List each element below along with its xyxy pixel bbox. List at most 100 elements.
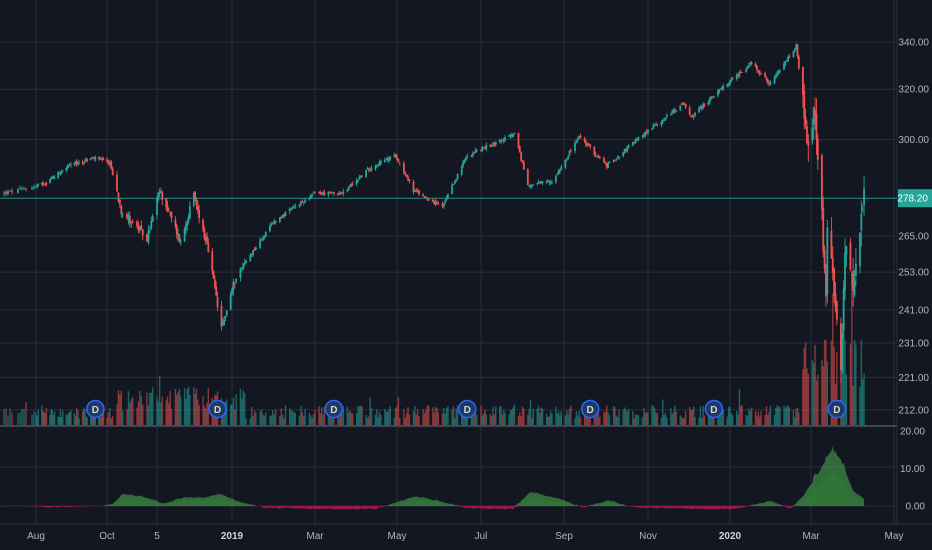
candle-body (481, 146, 484, 151)
candle-body (44, 183, 47, 185)
volume-bar (759, 416, 761, 426)
candle-body (245, 260, 247, 264)
candle-body (188, 206, 191, 219)
volume-bar (481, 415, 484, 426)
volume-bar (583, 415, 586, 426)
volume-bar (444, 413, 446, 426)
candle-body (366, 168, 369, 170)
volume-bar (346, 406, 348, 426)
dividend-marker[interactable]: D (704, 399, 724, 419)
dividend-marker[interactable]: D (208, 399, 227, 419)
candle-body (806, 126, 808, 143)
volume-bar (462, 409, 464, 426)
candle-body (530, 184, 533, 187)
volume-bar (503, 409, 505, 426)
indicator-axis[interactable]: 20.00 10.00 0.00 (900, 427, 925, 513)
candle-body (89, 158, 92, 161)
candle-body (77, 162, 79, 164)
candle-body (671, 111, 674, 114)
candle-body (385, 158, 388, 160)
volume-bar (670, 408, 672, 426)
indicator-pane (4, 445, 865, 510)
volume-bar (476, 414, 478, 426)
volume-bar (136, 407, 138, 426)
volume-bar (67, 412, 70, 426)
volume-bar (701, 418, 703, 426)
volume-bar (786, 406, 788, 426)
candle-body (270, 224, 273, 226)
candle-body (260, 239, 263, 241)
volume-bar (300, 405, 302, 426)
candle-body (547, 180, 549, 182)
candle-body (612, 159, 615, 162)
candle-body (568, 150, 571, 156)
candle-body (239, 268, 242, 278)
dividend-marker[interactable]: D (324, 399, 344, 419)
candle-body (803, 90, 806, 119)
candle-body (587, 143, 590, 146)
candle-body (213, 279, 216, 288)
volume-bar (185, 398, 187, 426)
volume-bar (119, 394, 121, 426)
volume-bar (262, 414, 264, 426)
volume-bar (393, 417, 396, 426)
candle-body (702, 104, 705, 109)
candle-body (318, 192, 320, 194)
candle-body (186, 222, 189, 226)
candle-body (147, 230, 150, 243)
volume-bar (288, 408, 291, 426)
volume-bar (140, 396, 142, 426)
candle-body (741, 72, 744, 73)
volume-bar (545, 413, 548, 426)
candle-body (215, 286, 218, 296)
time-axis[interactable]: Aug Oct 5 2019 Mar May Jul Sep Nov 2020 Mar May (27, 531, 903, 542)
last-price-line: 278.20 (0, 189, 932, 208)
volume-bar (641, 416, 644, 426)
candle-body (57, 172, 60, 178)
dividend-marker[interactable]: D (457, 399, 477, 419)
candle-body (749, 62, 752, 65)
time-tick-label: May (885, 531, 904, 542)
volume-bar (815, 380, 818, 426)
candle-body (814, 110, 816, 116)
candle-body (37, 183, 40, 185)
volume-bar (443, 408, 445, 426)
candle-body (520, 151, 523, 161)
candle-body (528, 185, 531, 187)
candle-body (746, 67, 749, 69)
volume-bar (83, 407, 85, 426)
volume-bar (575, 411, 578, 426)
volume-bar (166, 396, 169, 426)
volume-bar (632, 410, 634, 426)
candle-body (422, 194, 425, 197)
candle-body (437, 203, 440, 205)
candle-body (529, 186, 532, 187)
volume-bar (521, 406, 524, 426)
price-axis[interactable]: 340.00 320.00 300.00 265.00 253.00 241.00 231.… (898, 38, 929, 417)
volume-bar (740, 405, 742, 426)
dividend-marker[interactable]: D (86, 399, 105, 419)
volume-bar (531, 417, 533, 426)
candle-body (745, 69, 748, 72)
candle-body (557, 170, 560, 175)
volume-bar (767, 414, 769, 426)
dividend-marker[interactable]: D (580, 399, 600, 419)
candle-body (271, 223, 274, 225)
volume-bar (197, 399, 199, 426)
price-tick-label: 241.00 (898, 306, 929, 317)
candle-body (177, 233, 179, 236)
volume-bar (101, 408, 104, 426)
dividend-marker[interactable]: D (827, 399, 847, 419)
candle-body (425, 197, 427, 198)
candle-body (223, 319, 226, 325)
candle-body (294, 206, 297, 208)
volume-bar (414, 405, 416, 426)
dividend-marker-circle (208, 399, 227, 419)
volume-bar (304, 408, 306, 426)
volume-bar (623, 407, 626, 426)
candle-body (675, 110, 678, 112)
volume-bar (652, 405, 655, 426)
candle-body (375, 165, 378, 167)
